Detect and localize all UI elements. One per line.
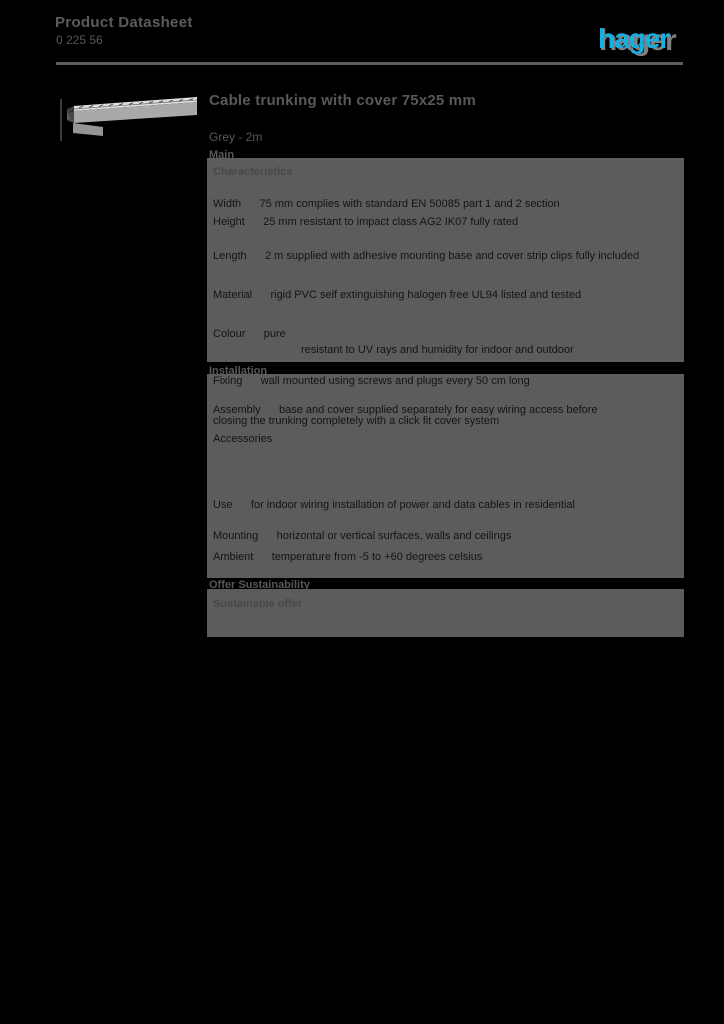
svg-text:hager: hager	[598, 23, 670, 54]
